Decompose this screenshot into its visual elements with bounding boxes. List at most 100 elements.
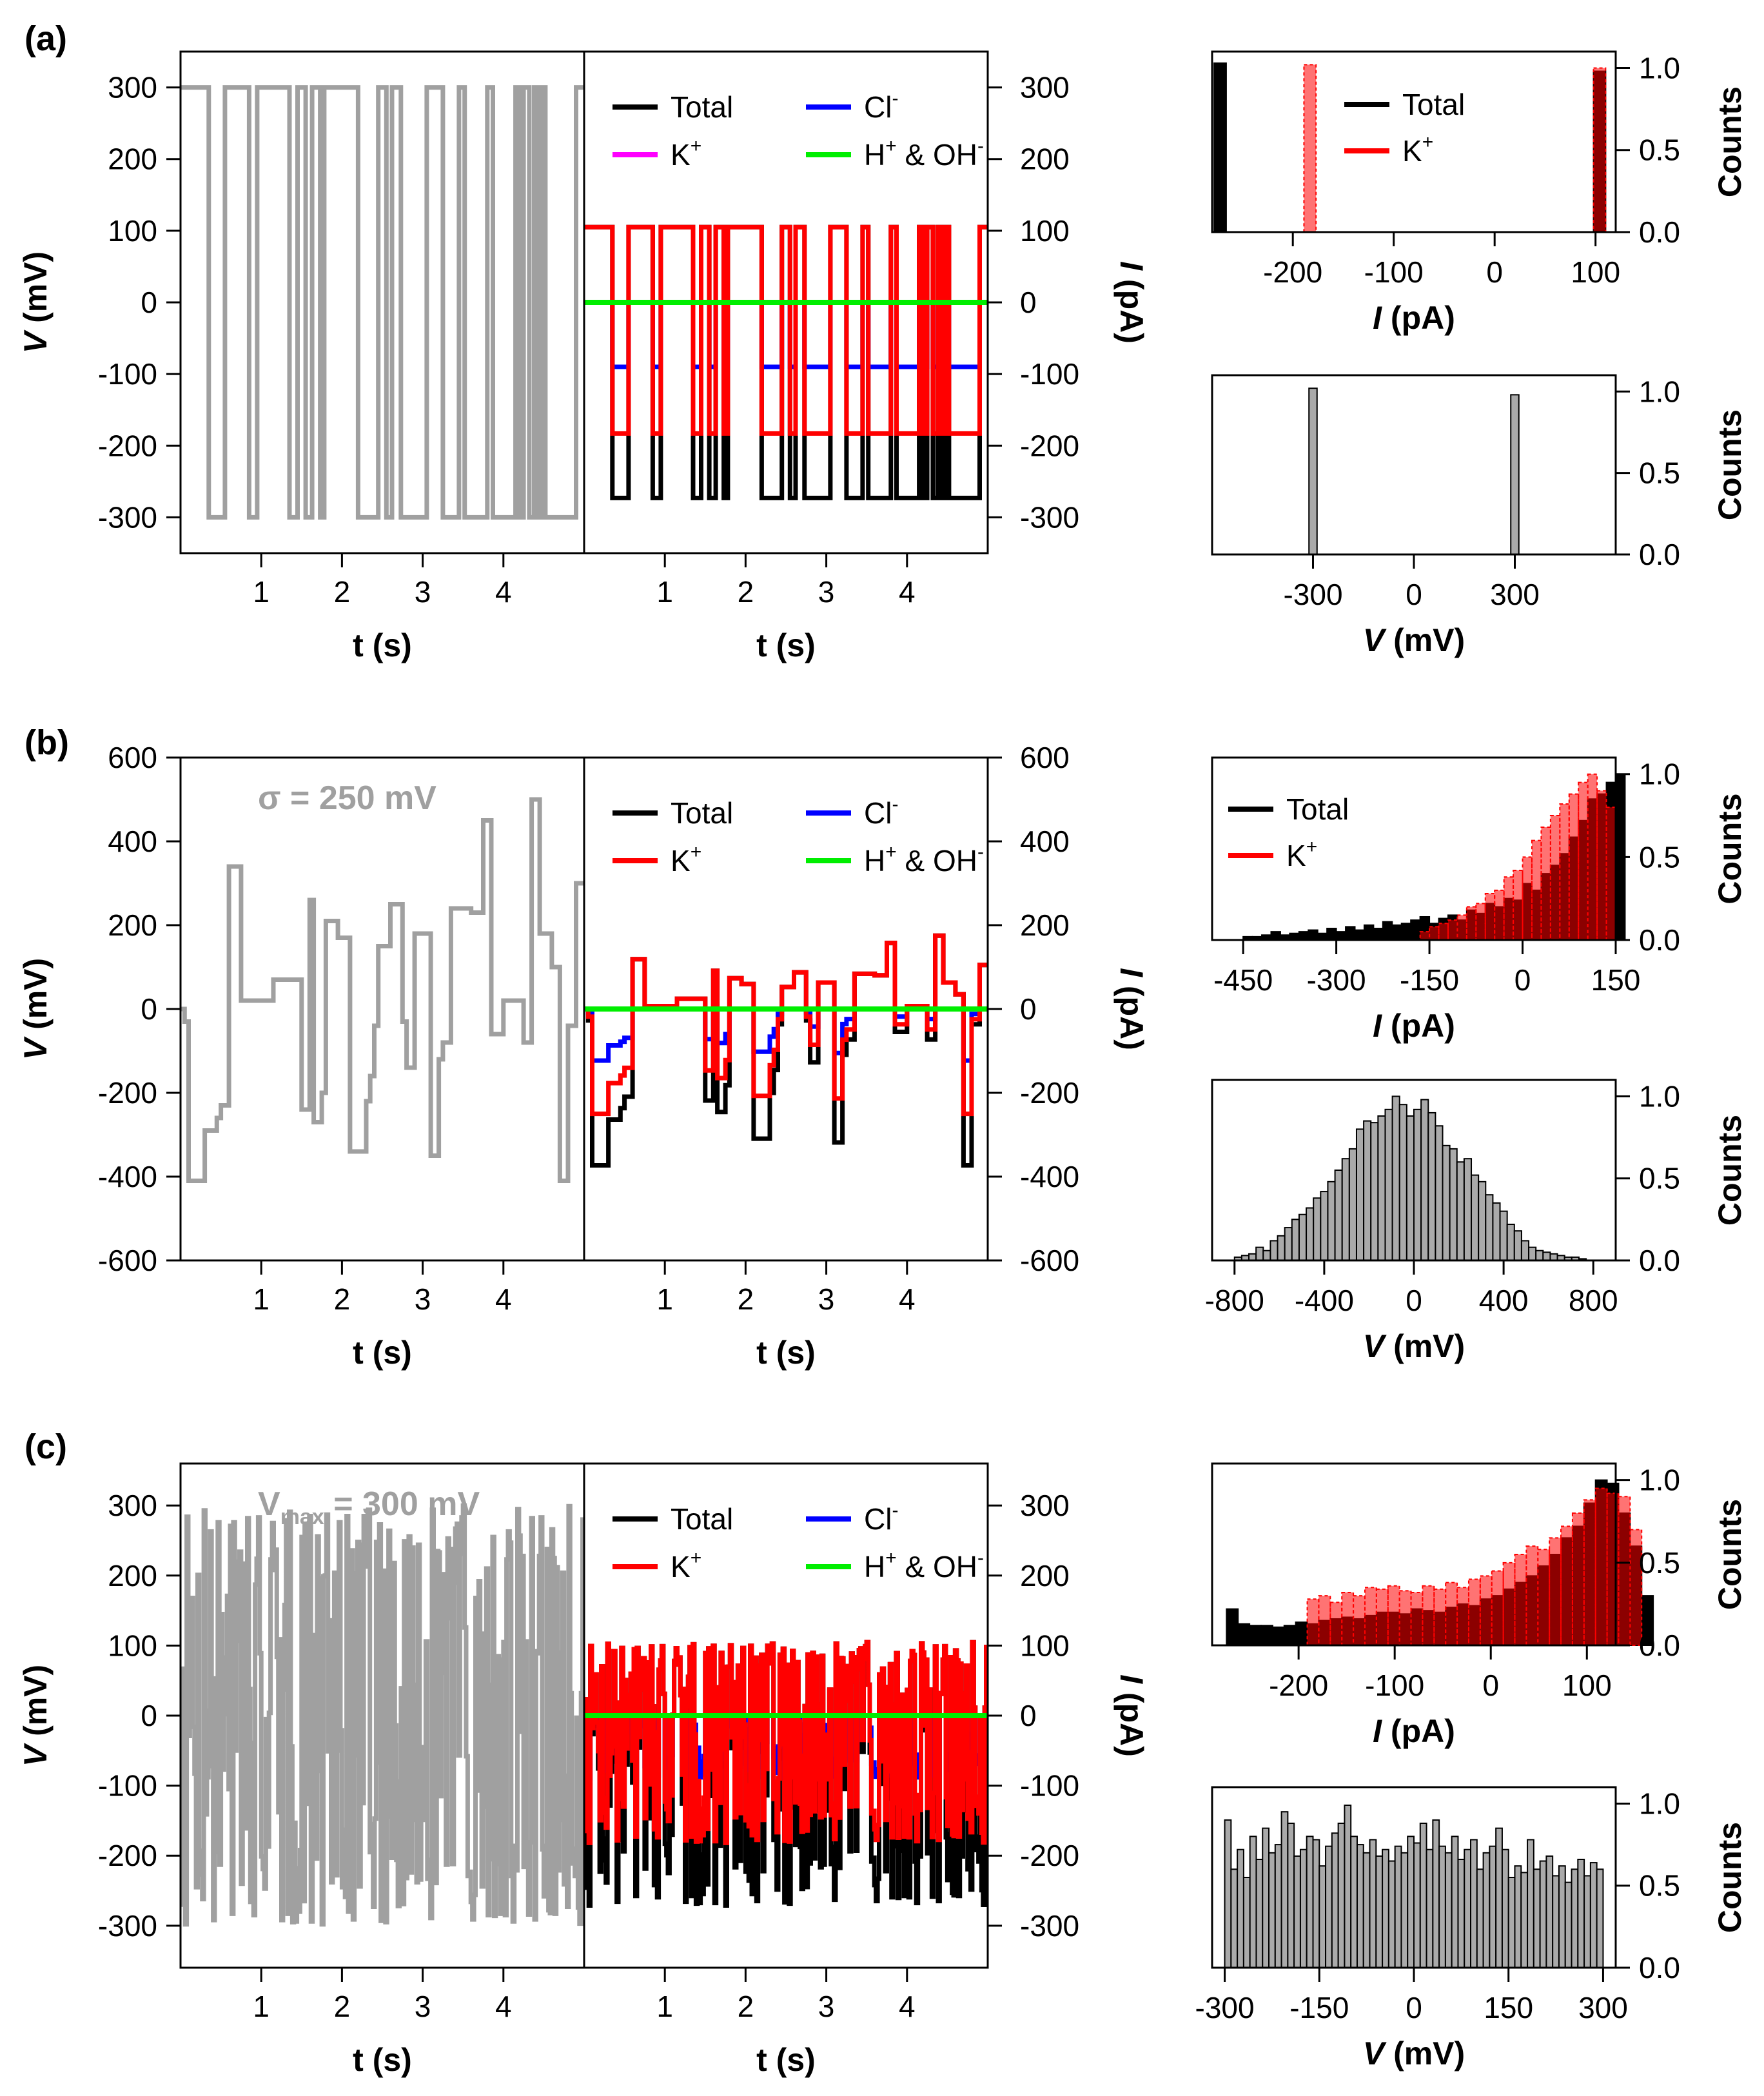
panel-c-ix-tick-label: 4 [899,1990,916,2023]
panel-b-legend-total-txt0: Total [671,796,733,830]
panel-b-legend-h-oh-txt2: & OH [897,844,977,877]
panel-a-current_hist-legend-k-label: K+ [1402,132,1433,168]
panel-a-current_hist-frame [1211,50,1617,233]
panel-b-ix-tick-label: 3 [818,1282,835,1316]
panel-c-voltage_hist-bar-v [1596,1868,1604,1968]
panel-c-annotation-sub: max [280,1505,324,1529]
panel-a-legend-total-label: Total [671,90,733,124]
panel-a-voltage-trace [181,85,584,520]
panel-a-vy-tick-label: -200 [98,429,157,462]
panel-a-current_hist-bar-total [1213,62,1227,233]
panel-a-ix-label: t (s) [756,627,816,663]
panel-b-iy-tick-label: 200 [1020,908,1070,942]
panel-c-voltage_hist-bar-v [1255,1859,1264,1968]
panel-c-current_hist-bar-k [1398,1590,1412,1646]
panel-b-voltage_hist-x-label-var: V [1363,1328,1387,1364]
panel-c-voltage_hist-bar-v [1545,1855,1554,1969]
panel-c-voltage_hist-bar-v [1299,1848,1308,1969]
panel-c-current_hist-bar-k [1560,1525,1573,1647]
panel-b-voltage_hist-bar-v [1535,1249,1544,1262]
panel-c-traces: (c) 300 200 100 0 -100 -200 -300 300 200 100 0 -100 -… [17,1427,1150,2078]
panel-b-current_hist-bar-k [1429,926,1440,941]
panel-b-voltage_hist: 0.0 0.5 1.0 -800 -400 0 400 800 V (mV) Counts [1205,1079,1748,1364]
panel-c-vy-tick-label: 100 [108,1629,157,1662]
panel-c-voltage_hist-bar-v [1552,1875,1560,1969]
panel-a-vx-tick-label: 1 [253,575,270,609]
panel-c-iy-tick-label: 0 [1020,1699,1037,1732]
panel-b-current_hist-bar-total [1345,926,1356,941]
panel-a-label: (a) [24,19,67,58]
panel-b-legend-k-label: K+ [671,841,701,877]
panel-c-iy-tick-label: -100 [1020,1769,1079,1803]
panel-b-legend-cl-label: Cl- [864,794,898,830]
panel-c-current_hist-x-tick-label: 100 [1562,1669,1612,1702]
panel-a-voltage_hist-y-tick-label: 0.0 [1639,538,1680,571]
panel-c-vy-tick-label: -100 [98,1769,157,1803]
panel-c-voltage_hist-bar-v [1312,1839,1320,1969]
panel-c-current_hist-bar-total [1260,1625,1273,1646]
panel-c-legend-h-oh-sup1: + [885,1547,897,1569]
panel-a-vy-tick-label: -300 [98,500,157,534]
panel-b-current_hist-y-tick-label: 0.5 [1639,840,1680,874]
panel-a-legend-h-oh-label: H+ & OH- [864,135,984,171]
panel-b-current_hist-frame [1211,756,1617,941]
panel-a-legend-h-oh-sup3: - [977,135,984,157]
panel-c-current_hist-bar-k [1467,1578,1481,1647]
panel-c-voltage-trace [179,1503,585,1927]
panel-c-voltage_hist-x-label: V (mV) [1363,2035,1465,2072]
panel-b-voltage_hist-bar-v [1485,1194,1494,1261]
panel-a-vy-tick-label: 100 [108,214,157,248]
panel-b-voltage_hist-bar-v [1306,1207,1315,1261]
panel-a-voltage_hist-x-label-unit: (mV) [1384,622,1465,658]
panel-b-ix-tick-label: 2 [738,1282,754,1316]
panel-b-voltage_hist-bar-v [1478,1180,1487,1262]
panel-a-ix-tick-label: 4 [899,575,916,609]
panel-b-voltage_hist-bar-v [1262,1249,1271,1262]
panel-c-current_hist-bar-total [1295,1621,1308,1647]
panel-a-current_hist: 0.0 0.5 1.0 -200 -100 0 100 I (pA) Counts Total K+ [1211,50,1748,336]
panel-c-current_hist-x-tick-label: -200 [1269,1669,1328,1702]
panel-a-voltage_hist: 0.0 0.5 1.0 -300 0 300 V (mV) Counts [1211,374,1748,658]
panel-b-current_hist-bar-k [1540,827,1551,941]
panel-c-voltage_hist-bar-v [1564,1881,1573,1969]
panel-b-current_hist-bar-k [1531,839,1542,941]
panel-a-iy-label-unit: (pA) [1113,270,1150,344]
panel-b-current_hist-bar-k [1559,803,1570,941]
panel-c-voltage_hist-bar-v [1470,1839,1478,1969]
panel-b-iy-tick-label: -400 [1020,1160,1079,1193]
panel-c-voltage_hist-bar-v [1457,1859,1465,1968]
panel-c-voltage_hist-bar-v [1274,1844,1282,1968]
panel-c-voltage_hist-bar-v [1407,1836,1415,1968]
panel-c-ix-tick-label: 2 [738,1990,754,2023]
panel-a-traces: (a) 300 200 100 0 -100 -200 -300 300 200 100 0 -100 -… [17,19,1150,663]
panel-c-current_hist-bar-k [1525,1545,1539,1647]
panel-b-voltage_hist-bar-v [1435,1125,1444,1261]
panel-c-voltage_hist-bar-v [1501,1848,1509,1969]
panel-c-current_hist-bar-k [1410,1591,1424,1646]
panel-c-voltage_hist-bar-v [1387,1860,1396,1968]
panel-b-voltage_hist-bar-v [1327,1180,1336,1262]
panel-b-voltage_hist-bar-v [1291,1219,1300,1262]
panel-c-voltage_hist-bar-v [1306,1836,1314,1968]
panel-b-ix-tick-label: 1 [656,1282,673,1316]
panel-b-current_hist-legend-k-txt: K [1286,839,1306,872]
panel-b-voltage_hist-bar-v [1463,1158,1473,1261]
panel-b-current_hist: 0.0 0.5 1.0 -450 -300 -150 0 150 I (pA) Counts Tot… [1211,756,1748,1044]
panel-c-current_hist-bar-k [1341,1591,1355,1646]
panel-a-legend-k-txt0: K [671,138,691,171]
panel-b-vy-tick-label: 0 [141,992,157,1026]
panel-b-current_hist-bar-k [1465,906,1477,941]
panel-b-voltage_hist-bar-v [1413,1108,1422,1262]
panel-b-legend-h-oh-label: H+ & OH- [864,841,984,877]
panel-b-voltage_hist-x-tick-label: -800 [1205,1284,1264,1317]
panel-c-voltage_hist-x-label-var: V [1363,2035,1387,2072]
panel-b-current_hist-x-label-var: I [1373,1008,1382,1044]
panel-c-vy-label-var: V [17,1743,54,1767]
panel-a-ix-tick-label: 3 [818,575,835,609]
panel-b-current_hist-x-label: I (pA) [1373,1008,1455,1044]
panel-c-current_hist-y-tick-label: 0.5 [1639,1546,1680,1580]
panel-c-iy-tick-label: 100 [1020,1629,1070,1662]
panel-c-iy-label: I (pA) [1113,1674,1150,1757]
panel-a-iy-tick-label: 0 [1020,286,1037,319]
